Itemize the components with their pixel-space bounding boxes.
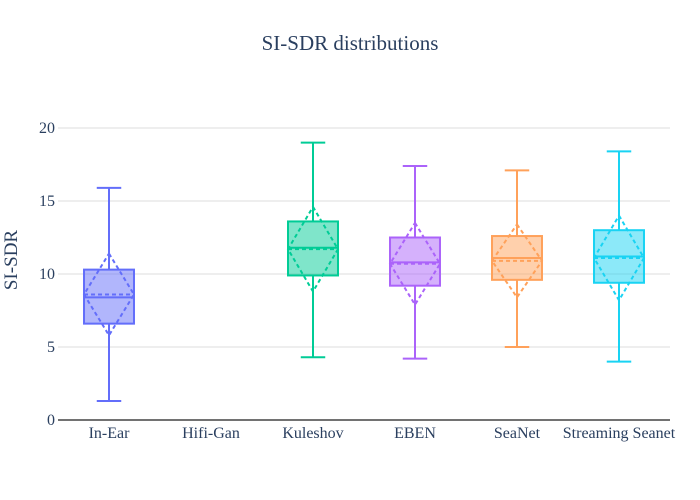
sd-diamond xyxy=(490,222,544,300)
sd-diamond xyxy=(388,220,442,307)
box-in-ear xyxy=(82,186,136,403)
box-series xyxy=(82,141,646,403)
y-axis-label: SI-SDR xyxy=(1,230,22,291)
box-eben xyxy=(388,164,442,360)
y-tick-label: 15 xyxy=(39,193,55,210)
sd-diamond xyxy=(592,213,646,303)
y-tick-label: 20 xyxy=(39,120,55,137)
x-tick-label: SeaNet xyxy=(494,425,541,442)
chart-title: SI-SDR distributions xyxy=(262,31,439,55)
x-tick-label: EBEN xyxy=(394,425,436,442)
box-seanet xyxy=(490,169,544,348)
y-tick-label: 5 xyxy=(47,339,55,356)
sd-diamond xyxy=(82,251,136,338)
x-axis-ticks: In-Ear Hifi-Gan Kuleshov EBEN SeaNet Streamin… xyxy=(89,425,676,442)
x-tick-label: Kuleshov xyxy=(282,425,343,442)
sd-diamond xyxy=(286,204,340,294)
y-axis-ticks: 0 5 10 15 20 xyxy=(39,120,55,429)
y-tick-label: 0 xyxy=(47,412,55,429)
x-tick-label: Hifi-Gan xyxy=(182,425,240,442)
gridlines xyxy=(58,127,670,348)
x-tick-label: Streaming Seanet xyxy=(563,425,676,442)
box-streaming-seanet xyxy=(592,150,646,363)
y-tick-label: 10 xyxy=(39,266,55,283)
box-kuleshov xyxy=(286,141,340,359)
x-tick-label: In-Ear xyxy=(89,425,131,442)
